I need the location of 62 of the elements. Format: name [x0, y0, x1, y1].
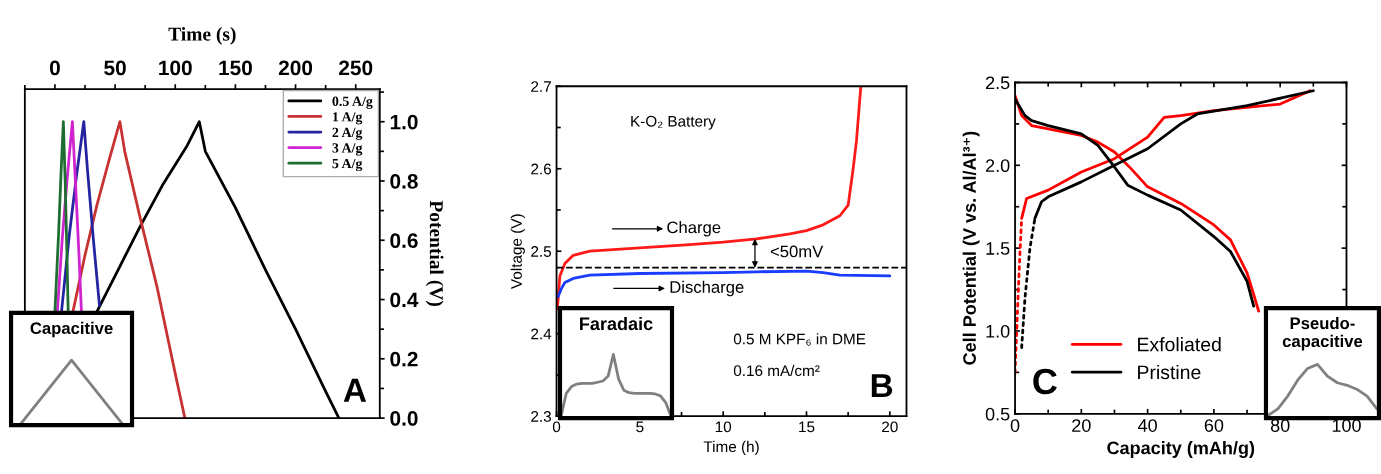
annotation: <50mV [770, 245, 824, 258]
chart-title: Faradaic [580, 316, 653, 331]
x-tick-label: 15 [799, 421, 815, 433]
annotation: B [871, 374, 893, 398]
annotation: Charge [667, 221, 721, 237]
y-tick-label: 2.0 [985, 159, 1010, 173]
x-tick-label: 10 [715, 421, 732, 433]
x-axis-title: Capacity (mAh/g) [1107, 441, 1255, 458]
x-axis-title: Time (h) [703, 440, 759, 456]
annotation: 0.16 mA/cm² [733, 364, 820, 377]
legend-label: Exfoliated [1138, 337, 1221, 352]
legend-label: 5 A/g [332, 158, 363, 172]
y-tick-label: 2.7 [531, 81, 551, 92]
y-tick-label: 0.6 [390, 233, 418, 249]
y-axis-title: Cell Potential (V vs. Al/Al³⁺) [962, 131, 980, 365]
y-tick-label: 0.0 [390, 411, 418, 426]
annotation: A [343, 378, 367, 402]
x-tick-label: 150 [219, 60, 252, 76]
y-tick-label: 2.5 [985, 76, 1010, 90]
line-series [60, 120, 101, 313]
y-tick-label: 2.6 [531, 163, 552, 175]
legend-label: 2 A/g [332, 127, 363, 140]
y-tick-label: 0.8 [390, 173, 418, 189]
legend-label: 0.5 A/g [332, 96, 373, 109]
y-axis-title: Voltage (V) [510, 214, 525, 289]
x-tick-label: 50 [104, 60, 126, 76]
line-series [556, 86, 863, 311]
x-tick-label: 0 [552, 421, 561, 433]
line-series [556, 269, 892, 298]
y-tick-label: 2.5 [531, 246, 552, 257]
y-axis-title: Potential (V) [425, 200, 444, 306]
annotation: C [1033, 368, 1057, 395]
legend-label: Pristine [1138, 364, 1201, 380]
x-tick-label: 100 [159, 60, 192, 76]
y-tick-label: 2.4 [531, 328, 552, 340]
chart-title: Pseudo- capacitive [1282, 316, 1363, 351]
x-tick-label: 200 [278, 60, 313, 76]
x-tick-label: 60 [1204, 419, 1224, 432]
chart-title: Capacitive [30, 321, 113, 338]
line-series [55, 120, 83, 313]
y-tick-label: 2.3 [531, 411, 552, 422]
annotation: K-O₂ Battery [631, 115, 716, 130]
x-tick-label: 100 [1332, 419, 1361, 432]
legend-label: 3 A/g [332, 143, 363, 156]
x-axis-title: Time (s) [168, 27, 236, 45]
y-tick-label: 0.4 [390, 292, 419, 308]
x-tick-label: 5 [636, 421, 644, 433]
x-tick-label: 20 [882, 421, 898, 433]
legend-label: 1 A/g [333, 112, 363, 125]
y-tick-label: 1.0 [986, 324, 1010, 338]
annotation: Discharge [670, 280, 744, 297]
y-tick-label: 1.0 [390, 114, 418, 130]
x-tick-label: 250 [339, 60, 373, 76]
x-tick-label: 40 [1137, 419, 1157, 432]
y-tick-label: 0.2 [390, 351, 418, 367]
annotation: 0.5 M KPF₆ in DME [733, 333, 866, 346]
x-tick-label: 0 [1010, 419, 1020, 432]
x-tick-label: 20 [1072, 419, 1091, 432]
line-series [53, 120, 70, 313]
y-tick-label: 0.5 [985, 407, 1010, 421]
x-tick-label: 0 [49, 60, 60, 76]
y-tick-label: 1.5 [986, 242, 1010, 255]
